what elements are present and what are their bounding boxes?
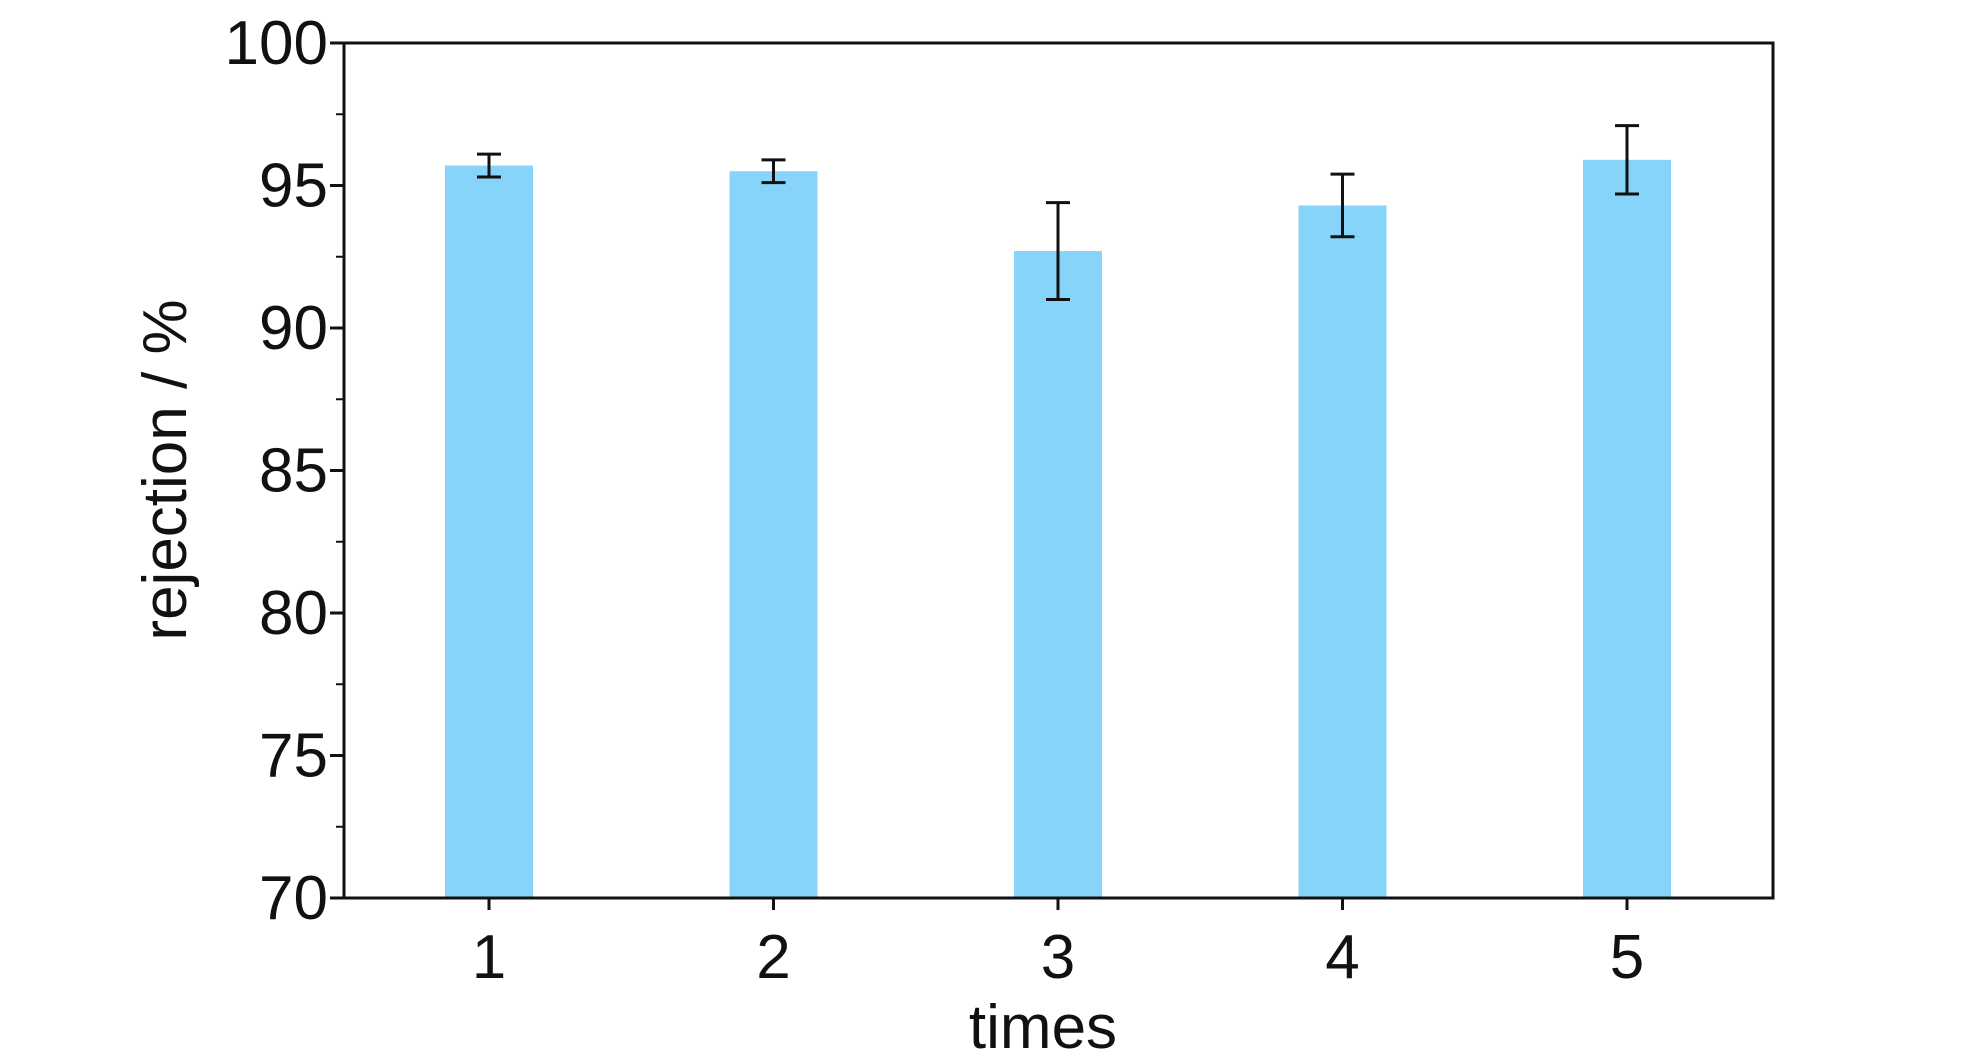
x-tick-label-2: 2 bbox=[756, 923, 790, 992]
y-tick-label-100: 100 bbox=[225, 9, 328, 78]
x-axis-title: times bbox=[969, 993, 1117, 1062]
error-bar-2 bbox=[761, 158, 786, 185]
x-tick-label-4: 4 bbox=[1325, 923, 1359, 992]
x-axis-ticks: 1 2 3 4 5 bbox=[472, 898, 1644, 992]
error-bar-3 bbox=[1046, 201, 1070, 301]
y-tick-label-90: 90 bbox=[259, 294, 328, 363]
error-bars-group bbox=[477, 124, 1639, 301]
y-tick-label-80: 80 bbox=[259, 579, 328, 648]
y-axis-title: rejection / % bbox=[131, 299, 200, 640]
error-bar-5 bbox=[1615, 124, 1639, 196]
x-tick-label-1: 1 bbox=[472, 923, 506, 992]
y-tick-label-85: 85 bbox=[259, 437, 328, 506]
y-tick-label-70: 70 bbox=[259, 864, 328, 933]
y-tick-label-75: 75 bbox=[259, 722, 328, 791]
bar-3 bbox=[1014, 251, 1102, 899]
bar-5 bbox=[1583, 159, 1671, 899]
error-bar-4 bbox=[1330, 172, 1355, 239]
bar-2 bbox=[729, 171, 818, 898]
bar-1 bbox=[445, 165, 533, 899]
bar-4 bbox=[1298, 205, 1387, 898]
error-bar-1 bbox=[477, 152, 501, 179]
y-tick-label-95: 95 bbox=[259, 152, 328, 221]
y-axis-ticks: 70 75 80 85 90 95 100 bbox=[225, 9, 344, 933]
x-tick-label-5: 5 bbox=[1610, 923, 1644, 992]
bars-group bbox=[445, 159, 1671, 899]
x-tick-label-3: 3 bbox=[1041, 923, 1075, 992]
